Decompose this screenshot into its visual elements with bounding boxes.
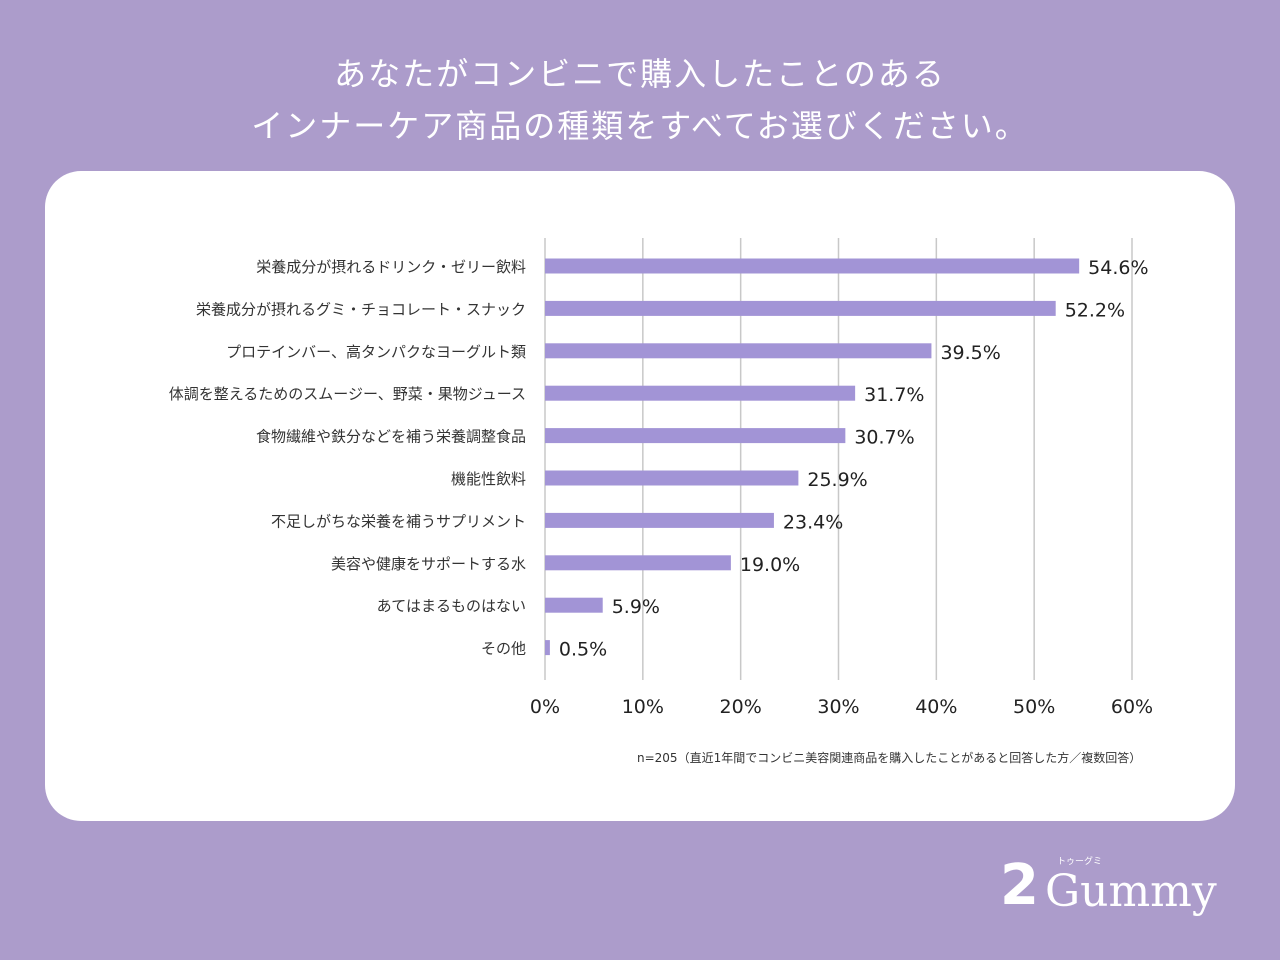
data-label: 19.0% — [740, 554, 800, 576]
bar — [545, 385, 856, 401]
data-label: 0.5% — [559, 639, 607, 661]
logo-text-group: トゥーグミ Gummy — [1045, 857, 1217, 916]
bar — [545, 555, 731, 571]
bar — [545, 470, 799, 486]
data-label: 25.9% — [807, 469, 867, 491]
data-label: 23.4% — [783, 511, 843, 533]
x-tick-label: 10% — [622, 696, 664, 718]
category-label: 不足しがちな栄養を補うサプリメント — [271, 512, 526, 530]
x-tick-label: 60% — [1111, 696, 1153, 718]
data-label: 39.5% — [940, 342, 1000, 364]
category-label: その他 — [481, 640, 526, 658]
data-label: 5.9% — [612, 596, 660, 618]
title-line-2: インナーケア商品の種類をすべてお選びください。 — [251, 107, 1029, 145]
category-label: 栄養成分が摂れるグミ・チョコレート・スナック — [196, 300, 526, 318]
category-label: 機能性飲料 — [451, 470, 526, 488]
logo-kana: トゥーグミ — [1056, 857, 1102, 867]
title-line-1: あなたがコンビニで購入したことのある — [334, 55, 946, 93]
logo-number: 2 — [1000, 853, 1039, 918]
x-tick-label: 30% — [817, 696, 859, 718]
bar — [545, 300, 1056, 316]
category-label: 体調を整えるためのスムージー、野菜・果物ジュース — [169, 385, 526, 403]
data-label: 30.7% — [854, 427, 914, 449]
bar — [545, 512, 774, 528]
logo-word: Gummy — [1044, 866, 1217, 917]
data-label: 31.7% — [864, 384, 924, 406]
x-tick-label: 50% — [1013, 696, 1055, 718]
logo: 2 トゥーグミ Gummy — [1000, 856, 1217, 916]
category-label: 美容や健康をサポートする水 — [331, 555, 526, 573]
bar — [545, 597, 603, 613]
bar — [545, 343, 932, 359]
bar — [545, 258, 1080, 274]
category-label: あてはまるものはない — [377, 597, 526, 615]
data-label: 52.2% — [1065, 299, 1125, 321]
chart-card — [45, 171, 1235, 821]
category-label: 栄養成分が摂れるドリンク・ゼリー飲料 — [256, 258, 526, 276]
bar — [545, 640, 550, 656]
category-label: 食物繊維や鉄分などを補う栄養調整食品 — [256, 428, 526, 446]
bar — [545, 428, 846, 444]
x-tick-label: 0% — [530, 696, 560, 718]
x-tick-label: 20% — [720, 696, 762, 718]
x-tick-label: 40% — [915, 696, 957, 718]
sample-note: n=205（直近1年間でコンビニ美容関連商品を購入したことがあると回答した方／複… — [637, 751, 1142, 765]
chart-title: あなたがコンビニで購入したことのある インナーケア商品の種類をすべてお選びくださ… — [0, 48, 1280, 152]
category-label: プロテインバー、高タンパクなヨーグルト類 — [226, 343, 526, 361]
data-label: 54.6% — [1088, 257, 1148, 279]
